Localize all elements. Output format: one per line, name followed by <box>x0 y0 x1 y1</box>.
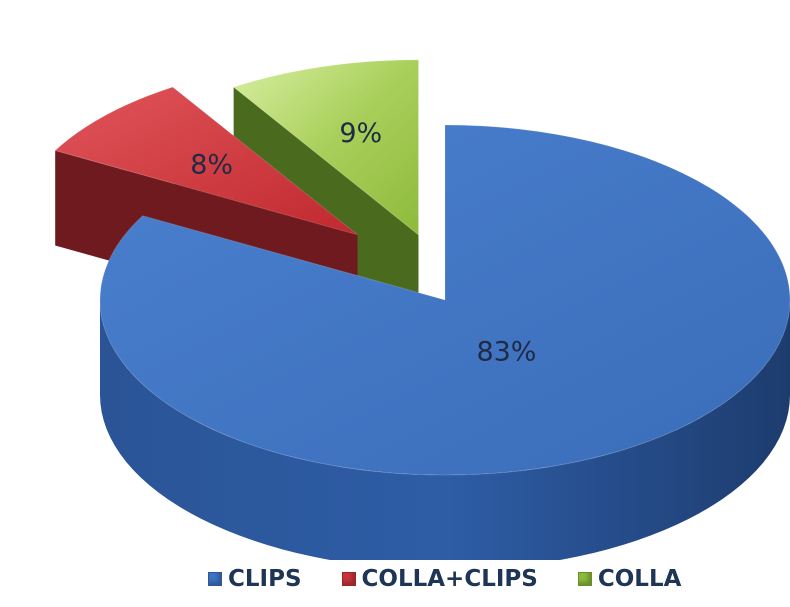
pie-chart: 9% 8% 83% <box>54 59 790 560</box>
pie-side-clips <box>100 300 790 560</box>
legend-label-clips: CLIPS <box>228 566 302 592</box>
pie-label-colla-clips: 8% <box>190 149 233 180</box>
pie-wall-colla-0 <box>233 87 419 330</box>
legend-label-colla: COLLA <box>597 566 682 592</box>
legend: CLIPS COLLA+CLIPS COLLA <box>208 566 681 592</box>
legend-item-colla: COLLA <box>577 566 682 592</box>
legend-item-colla-clips: COLLA+CLIPS <box>341 566 538 592</box>
legend-label-colla-clips: COLLA+CLIPS <box>361 566 538 592</box>
pie-top-clips <box>99 124 790 476</box>
pie-label-clips: 83% <box>476 337 536 368</box>
pie-label-colla: 9% <box>339 118 382 149</box>
pie-slice-colla <box>232 59 419 330</box>
legend-swatch-colla-clips <box>341 572 356 586</box>
legend-swatch-colla <box>577 572 592 586</box>
pie-top-colla-clips <box>54 86 358 236</box>
pie-slice-clips <box>99 124 790 560</box>
legend-swatch-clips <box>208 572 222 586</box>
legend-item-clips: CLIPS <box>208 566 302 592</box>
pie-top-colla <box>232 59 419 236</box>
